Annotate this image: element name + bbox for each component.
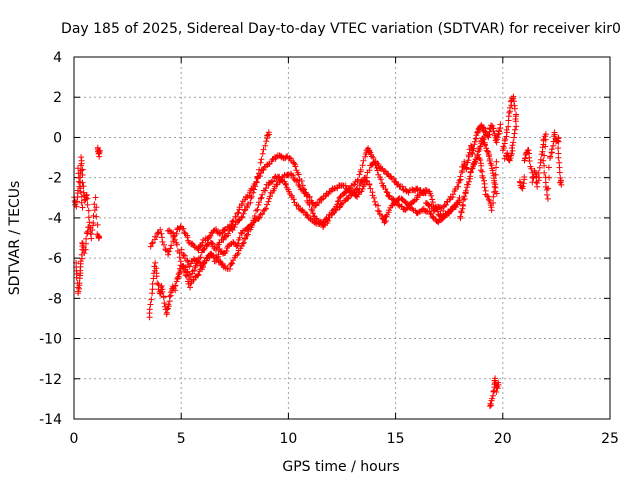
data-point-marker <box>422 121 504 214</box>
x-tick-label: 10 <box>279 431 297 447</box>
data-point-marker <box>516 174 528 192</box>
data-point-marker <box>73 224 93 297</box>
y-axis-label: SDTVAR / TECUs <box>7 181 23 296</box>
y-tick-label: -2 <box>48 171 62 187</box>
data-point-marker <box>75 165 86 211</box>
data-point-marker <box>164 173 463 291</box>
data-point-marker <box>476 155 500 214</box>
data-point-marker <box>521 129 565 202</box>
data-point-marker <box>486 375 502 410</box>
data-points <box>71 93 565 410</box>
y-tick-label: -8 <box>48 291 62 307</box>
x-axis-label: GPS time / hours <box>282 459 399 475</box>
y-tick-label: -4 <box>48 211 62 227</box>
data-point-marker <box>178 145 463 270</box>
x-tick-label: 0 <box>70 431 79 447</box>
data-point-marker <box>94 144 103 160</box>
x-tick-label: 15 <box>387 431 405 447</box>
x-tick-label: 20 <box>494 431 512 447</box>
x-tick-label: 5 <box>177 431 186 447</box>
y-tick-label: 2 <box>53 90 62 106</box>
y-tick-label: -6 <box>48 251 62 267</box>
plot-frame <box>73 56 611 420</box>
y-tick-label: 4 <box>53 50 62 66</box>
y-tick-label: -14 <box>39 412 62 428</box>
tick-layer: 0 5 10 15 20 25 -14 -12 -10 -8 -6 -4 -2 0 2 4 <box>39 50 619 447</box>
y-tick-label: -12 <box>39 372 62 388</box>
x-tick-label: 25 <box>601 431 619 447</box>
grid-layer <box>74 57 610 419</box>
data-point-marker <box>457 134 500 222</box>
y-tick-label: 0 <box>53 130 62 146</box>
data-point-marker <box>499 93 520 164</box>
series-0 <box>71 93 565 410</box>
chart-title: Day 185 of 2025, Sidereal Day-to-day VTE… <box>61 21 621 37</box>
y-tick-label: -10 <box>39 332 62 348</box>
